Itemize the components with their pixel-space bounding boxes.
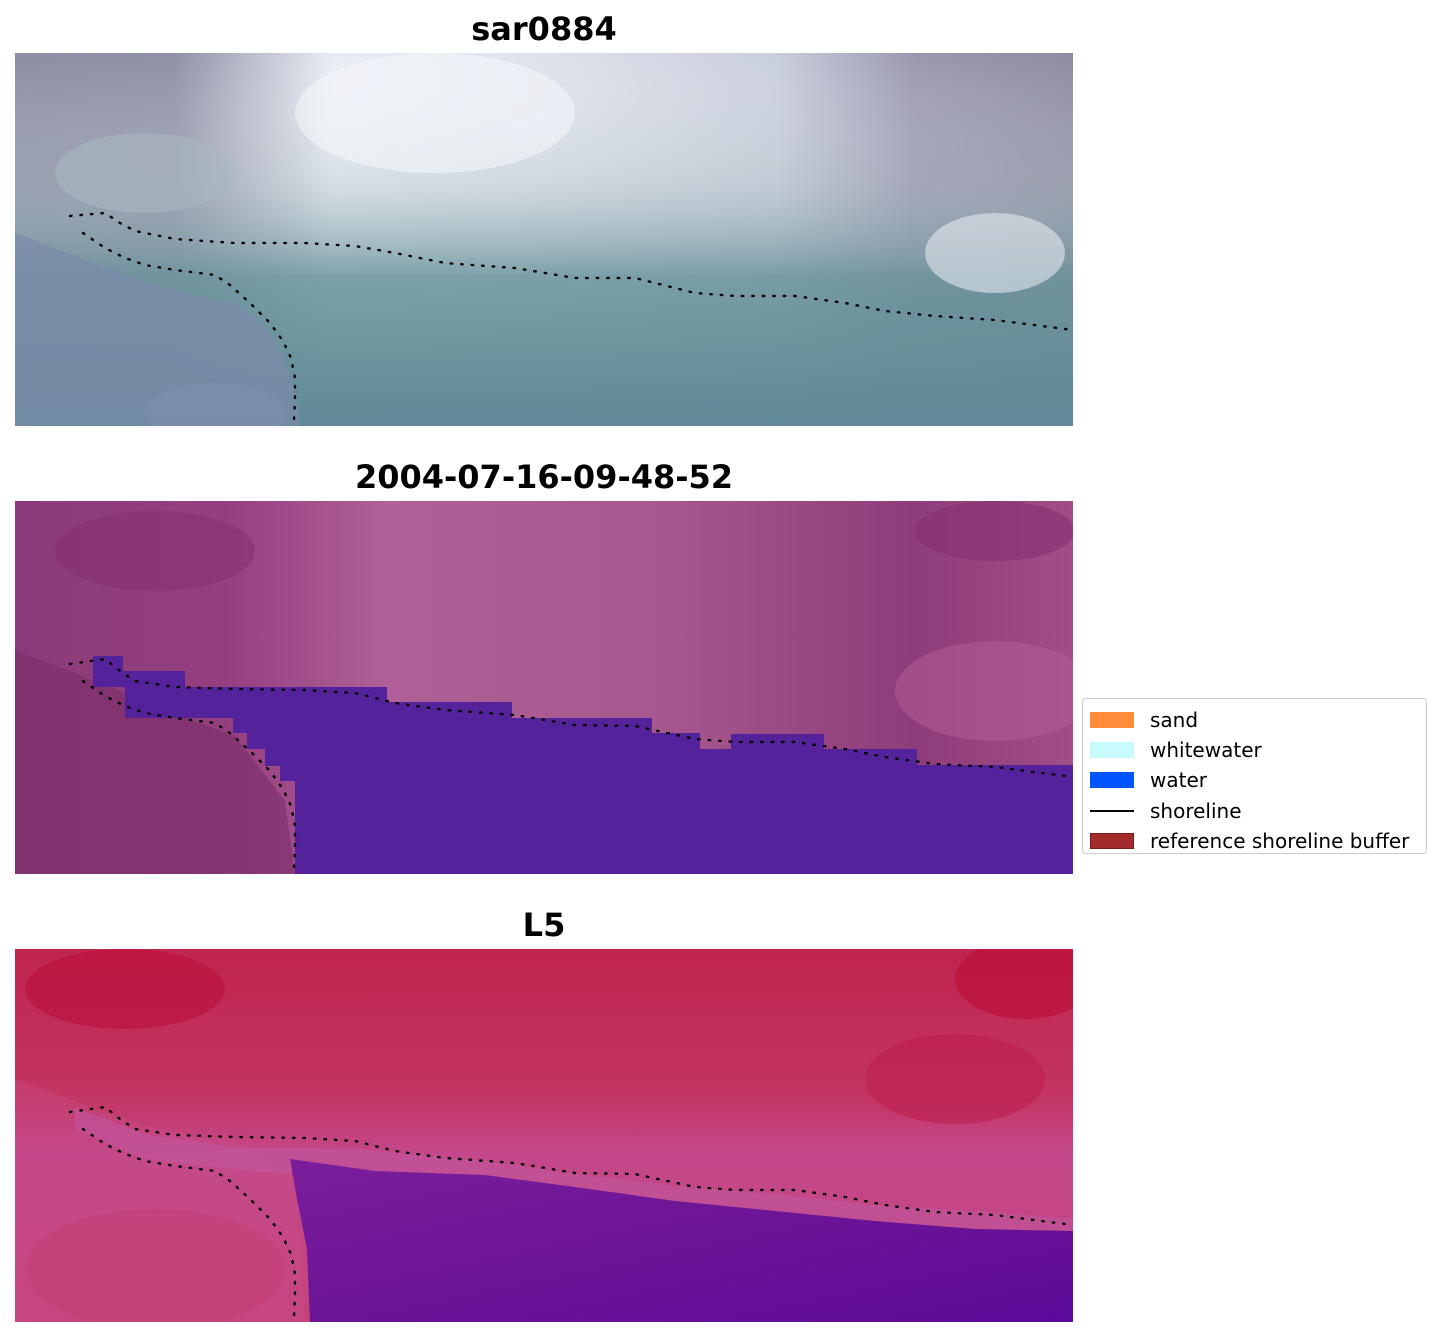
sand-swatch bbox=[1090, 712, 1134, 729]
legend: sand whitewater water shoreline referenc… bbox=[1082, 698, 1427, 854]
false-color-image bbox=[15, 949, 1073, 1322]
classified-image bbox=[15, 501, 1073, 874]
legend-entry-sand: sand bbox=[1083, 705, 1426, 735]
water-swatch bbox=[1090, 772, 1134, 789]
shoreline-swatch bbox=[1090, 809, 1134, 812]
legend-label-whitewater: whitewater bbox=[1150, 738, 1262, 763]
legend-label-sand: sand bbox=[1150, 708, 1199, 733]
legend-label-shoreline: shoreline bbox=[1150, 798, 1242, 823]
satellite-image-rgb bbox=[15, 53, 1073, 426]
reference-buffer-swatch bbox=[1090, 832, 1134, 849]
legend-label-water: water bbox=[1150, 768, 1207, 793]
legend-entry-whitewater: whitewater bbox=[1083, 735, 1426, 765]
panel-title-2: 2004-07-16-09-48-52 bbox=[354, 458, 734, 496]
legend-label-reference-buffer: reference shoreline buffer bbox=[1150, 828, 1410, 853]
whitewater-swatch bbox=[1090, 742, 1134, 759]
legend-entry-reference-buffer: reference shoreline buffer bbox=[1083, 826, 1426, 856]
panel-title-3: L5 bbox=[522, 906, 566, 944]
legend-entry-water: water bbox=[1083, 765, 1426, 795]
panel-title-1: sar0884 bbox=[471, 10, 617, 48]
legend-entry-shoreline: shoreline bbox=[1083, 796, 1426, 826]
